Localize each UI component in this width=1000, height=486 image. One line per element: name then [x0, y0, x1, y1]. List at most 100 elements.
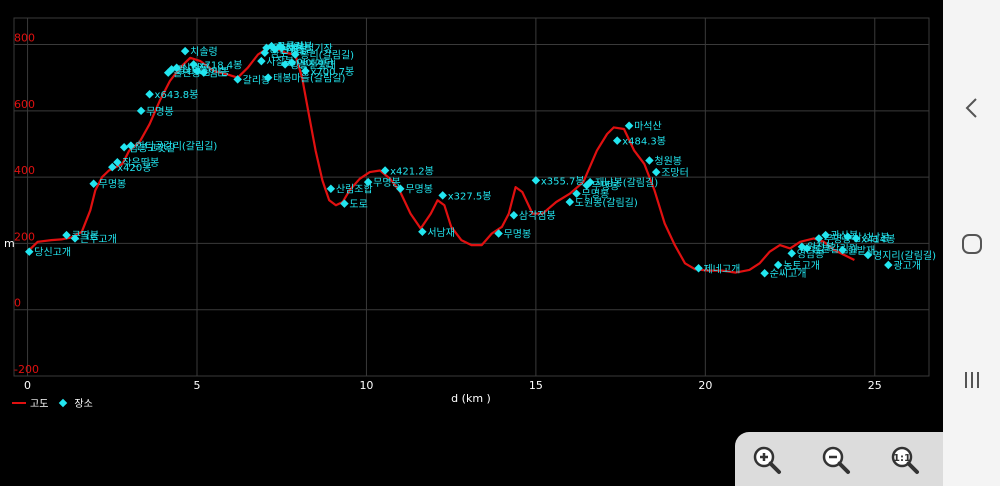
place-label: 삼성남봉 [853, 232, 890, 244]
elevation-chart[interactable]: -200 0 200 400 600 800 0 5 10 15 20 25 m d (km ) 당… [0, 0, 943, 486]
legend-places-label: 장소 [74, 399, 93, 410]
y-ticks: -200 0 200 400 600 800 [14, 32, 39, 376]
home-button[interactable] [943, 214, 1000, 274]
place-marker[interactable] [773, 260, 783, 270]
elevation-line [26, 46, 855, 274]
place-label: 봉리(갈림길) [300, 48, 354, 61]
x-tick-label: 5 [194, 379, 201, 392]
place-marker[interactable] [70, 234, 80, 243]
place-label: 제네고개 [704, 263, 741, 275]
svg-text:1:1: 1:1 [893, 453, 911, 464]
place-marker[interactable] [301, 66, 310, 76]
place-label: 한티골갈리(갈림길) [136, 140, 218, 153]
place-label: 무명봉 [582, 189, 610, 201]
place-marker[interactable] [180, 46, 190, 56]
place-marker[interactable] [565, 197, 575, 207]
place-label: 연예계단 [297, 58, 334, 70]
place-marker[interactable] [89, 179, 98, 188]
elevation-series [26, 46, 855, 274]
place-marker[interactable] [145, 89, 154, 99]
zoom-in-icon [753, 446, 781, 474]
place-marker[interactable] [884, 260, 893, 270]
place-marker[interactable] [363, 177, 373, 187]
place-marker[interactable] [418, 227, 427, 237]
place-label: 무명봉 [504, 228, 532, 240]
place-marker[interactable] [172, 63, 181, 72]
place-marker[interactable] [108, 162, 117, 172]
place-marker[interactable] [119, 143, 129, 152]
place-marker[interactable] [509, 210, 519, 220]
place-marker[interactable] [760, 268, 769, 278]
place-label: x327.5봉 [448, 190, 492, 202]
place-marker[interactable] [694, 264, 703, 273]
zoom-out-button[interactable] [816, 440, 856, 480]
place-label: 향봉전망대 [290, 59, 336, 71]
place-label: 영남봉 [797, 248, 825, 260]
place-label: 삼봉고갯길 [129, 141, 175, 154]
place-marker[interactable] [645, 156, 654, 165]
recents-button[interactable] [943, 350, 1000, 410]
places-series: 당신고개큰딱봉큰두고개무명봉x420봉작은딱봉삼봉고갯길한티골갈리(갈림길)무명… [25, 41, 936, 280]
place-marker[interactable] [126, 141, 136, 150]
chart-legend: 고도 장소 [12, 395, 93, 410]
place-marker[interactable] [612, 136, 622, 145]
place-marker[interactable] [340, 199, 349, 208]
zoom-fit-button[interactable]: 1:1 [885, 440, 925, 480]
place-marker[interactable] [380, 166, 390, 175]
place-label: 광고개 [893, 260, 921, 272]
place-label: 치솔령 [190, 46, 218, 58]
legend-elevation-label: 고도 [30, 399, 49, 410]
place-label: 만경봉 [280, 43, 308, 56]
place-label: x700.7봉 [310, 66, 354, 78]
place-label: 조망터 [661, 167, 689, 179]
place-marker[interactable] [396, 184, 405, 193]
place-label: 무명봉 [373, 177, 401, 189]
place-label: 청원봉 [654, 156, 682, 168]
place-marker[interactable] [438, 191, 447, 200]
zoom-in-button[interactable] [747, 440, 787, 480]
x-axis-label: d (km ) [451, 392, 491, 405]
place-marker[interactable] [277, 43, 286, 53]
place-label: 당신고개 [34, 247, 71, 259]
place-label: 무명봉 [405, 184, 433, 196]
x-tick-label: 10 [359, 379, 373, 392]
place-label: 마석산 [634, 121, 662, 133]
place-label: x420봉 [117, 162, 151, 174]
home-icon [961, 234, 982, 254]
place-marker[interactable] [233, 75, 242, 84]
place-marker[interactable] [25, 247, 34, 256]
place-label: x643.8봉 [155, 89, 199, 101]
place-label: 농토고개 [783, 260, 820, 272]
chart-grid [13, 17, 930, 377]
place-marker[interactable] [113, 157, 122, 167]
place-marker[interactable] [189, 60, 198, 69]
place-marker[interactable] [787, 249, 796, 258]
y-tick-label: 600 [14, 98, 35, 111]
place-marker[interactable] [624, 121, 634, 130]
place-marker[interactable] [263, 73, 273, 82]
system-navigation-bar [943, 0, 1000, 486]
place-label: 태봉마을(갈림길) [273, 72, 345, 85]
place-marker[interactable] [651, 167, 661, 177]
place-marker[interactable] [494, 229, 503, 238]
place-label: 산림조합 [336, 184, 373, 196]
place-label: 작은딱봉 [122, 157, 159, 169]
place-label: 무명봉 [146, 106, 174, 118]
place-marker[interactable] [136, 106, 146, 116]
place-label: 순씨고개 [770, 268, 807, 280]
y-tick-label: 0 [14, 297, 21, 310]
place-marker[interactable] [199, 68, 209, 77]
place-label: 큰두고개 [80, 233, 117, 245]
back-icon [965, 98, 977, 118]
y-tick-label: 400 [14, 164, 35, 177]
place-label: x355.7봉 [541, 175, 585, 187]
place-marker[interactable] [257, 56, 266, 66]
place-label: 갈리봉 [243, 73, 271, 86]
place-marker[interactable] [326, 184, 336, 193]
place-marker[interactable] [291, 50, 300, 59]
back-button[interactable] [943, 78, 1000, 138]
place-label: 도로 [349, 200, 367, 211]
y-tick-label: -200 [14, 363, 39, 376]
place-marker[interactable] [287, 58, 297, 67]
place-marker[interactable] [192, 66, 202, 76]
